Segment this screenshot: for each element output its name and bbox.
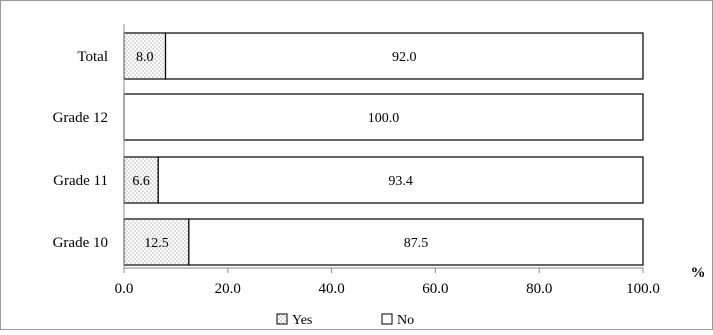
x-axis: 0.0 20.0 40.0 60.0 80.0 100.0 xyxy=(115,24,660,297)
legend-swatch-yes xyxy=(276,313,288,325)
x-tick-label: 60.0 xyxy=(422,281,448,297)
legend-swatch-no xyxy=(381,313,393,325)
bar-yes-total xyxy=(123,32,167,80)
bar-no-grade-10 xyxy=(188,218,644,266)
data-label-no-grade-10: 87.5 xyxy=(404,236,429,251)
data-label-no-total: 92.0 xyxy=(392,50,417,65)
data-label-yes-total: 8.0 xyxy=(136,50,154,65)
x-tick-label: 80.0 xyxy=(526,281,552,297)
bar-no-grade-11 xyxy=(157,156,644,204)
legend-label-yes: Yes xyxy=(292,313,312,328)
bar-no-total xyxy=(164,32,644,80)
x-axis-unit-label: % xyxy=(691,265,706,281)
bars-layer xyxy=(123,32,644,266)
bar-no-grade-12 xyxy=(123,93,644,141)
data-label-yes-grade-11: 6.6 xyxy=(132,174,150,189)
legend: Yes No xyxy=(276,313,414,328)
data-label-no-grade-12: 100.0 xyxy=(368,111,400,126)
x-tick-label: 20.0 xyxy=(215,281,241,297)
data-label-yes-grade-10: 12.5 xyxy=(144,236,169,251)
category-label-grade-11: Grade 11 xyxy=(53,173,108,189)
category-label-grade-12: Grade 12 xyxy=(53,110,108,126)
x-tick-label: 100.0 xyxy=(626,281,660,297)
legend-label-no: No xyxy=(397,313,414,328)
category-label-grade-10: Grade 10 xyxy=(53,235,108,251)
category-label-total: Total xyxy=(77,49,108,65)
data-label-no-grade-11: 93.4 xyxy=(388,174,413,189)
x-tick-label: 0.0 xyxy=(115,281,134,297)
bar-yes-grade-10 xyxy=(123,218,190,266)
bar-yes-grade-11 xyxy=(123,156,159,204)
x-tick-label: 40.0 xyxy=(318,281,344,297)
labels-layer: 8.0 92.0 Total 100.0 Grade 12 6.6 93.4 Grade 11… xyxy=(53,49,429,251)
